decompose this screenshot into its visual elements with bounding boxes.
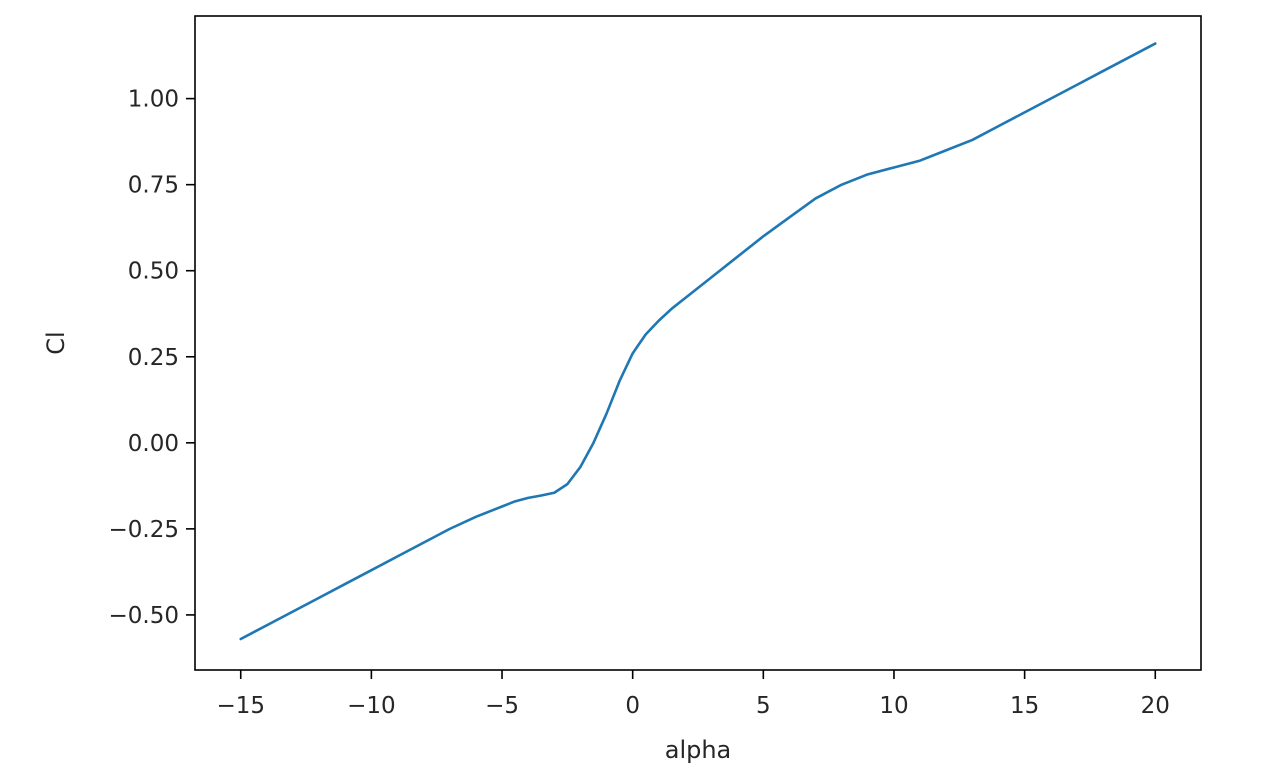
y-tick-label: 0.00	[128, 431, 179, 457]
x-tick-label: −15	[216, 693, 265, 719]
x-tick-label: −5	[485, 693, 519, 719]
x-tick-label: 20	[1141, 693, 1170, 719]
y-tick-label: −0.50	[109, 603, 179, 629]
y-tick-label: −0.25	[109, 517, 179, 543]
y-axis-label: Cl	[42, 331, 70, 354]
x-axis: −15 −10 −5 0 5 10 15 20	[216, 670, 1170, 719]
y-tick-label: 1.00	[128, 87, 179, 113]
x-tick-label: 15	[1010, 693, 1039, 719]
y-tick-label: 0.50	[128, 259, 179, 285]
plot-area	[195, 16, 1201, 670]
y-tick-label: 0.75	[128, 173, 179, 199]
x-tick-label: 0	[625, 693, 640, 719]
y-axis: −0.50 −0.25 0.00 0.25 0.50 0.75 1.00	[109, 87, 195, 629]
x-tick-label: 5	[756, 693, 771, 719]
plot-frame	[194, 15, 1202, 671]
y-tick-label: 0.25	[128, 345, 179, 371]
x-axis-label: alpha	[665, 736, 732, 764]
x-tick-label: 10	[879, 693, 908, 719]
series-line-0	[239, 42, 1157, 641]
series-layer	[239, 42, 1157, 641]
x-tick-label: −10	[347, 693, 396, 719]
